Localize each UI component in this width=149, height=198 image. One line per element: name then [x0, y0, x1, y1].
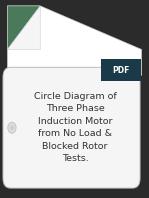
Polygon shape: [7, 6, 40, 50]
Polygon shape: [7, 6, 142, 75]
Circle shape: [8, 122, 16, 133]
FancyBboxPatch shape: [3, 67, 140, 188]
Circle shape: [10, 125, 14, 130]
Polygon shape: [7, 6, 40, 50]
Text: PDF: PDF: [112, 66, 129, 75]
Text: Circle Diagram of
Three Phase
Induction Motor
from No Load &
Blocked Rotor
Tests: Circle Diagram of Three Phase Induction …: [34, 92, 117, 164]
FancyBboxPatch shape: [101, 59, 141, 81]
